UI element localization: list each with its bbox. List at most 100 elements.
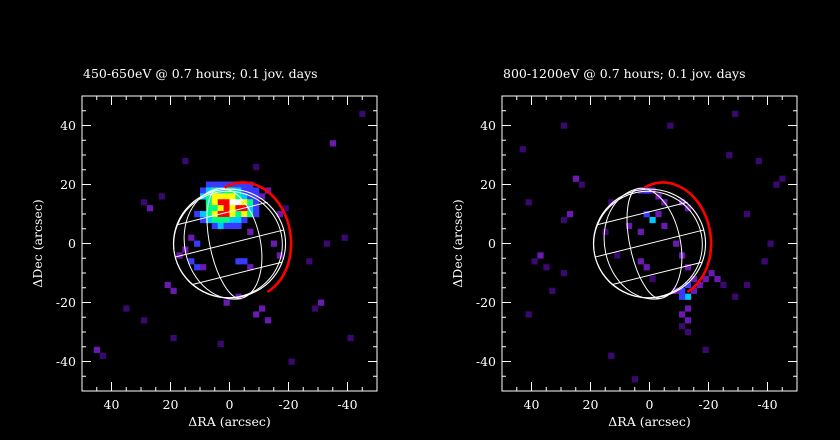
heatmap-cell <box>649 216 656 224</box>
heatmap-cell <box>247 264 254 271</box>
heatmap-cell <box>223 216 230 224</box>
heatmap-cell <box>182 157 189 165</box>
planet-limb <box>173 190 283 299</box>
y-axis-label: ΔDec (arcsec) <box>30 199 45 287</box>
heatmap-cell <box>253 199 260 206</box>
heatmap-cell <box>614 252 621 259</box>
y-tick-label: 20 <box>60 177 76 192</box>
heatmap-cell <box>282 205 289 212</box>
heatmap-cell <box>726 152 733 159</box>
x-tick-label: 20 <box>163 397 179 412</box>
heatmap-cell <box>217 205 224 212</box>
heatmap-cell <box>211 222 218 230</box>
heatmap-cell <box>602 228 609 235</box>
heatmap-cell <box>247 205 254 212</box>
heatmap-cell <box>141 199 148 206</box>
heatmap-cell <box>572 175 579 182</box>
heatmap-cell <box>176 252 183 259</box>
heatmap-cell <box>223 199 230 206</box>
meridian-line <box>183 188 242 300</box>
heatmap-cell <box>743 281 751 289</box>
heatmap-cell <box>194 211 201 218</box>
heatmap-cell <box>211 211 218 218</box>
heatmap-cell <box>205 187 213 194</box>
heatmap-cell <box>679 293 686 300</box>
meridian-line <box>206 188 242 299</box>
heatmap-cell <box>549 287 556 294</box>
x-axis-label: ΔRA (arcsec) <box>608 414 690 429</box>
y-tick-label: 40 <box>480 118 496 133</box>
heatmap-cell <box>525 199 532 206</box>
heatmap-cell <box>164 281 171 289</box>
heatmap-cell <box>235 216 242 224</box>
x-tick-label: -40 <box>337 397 357 412</box>
y-tick-label: 0 <box>68 236 76 251</box>
heatmap-cell <box>684 317 692 324</box>
heatmap-cell <box>229 187 236 194</box>
meridian-line <box>603 188 662 300</box>
heatmap-cell <box>217 340 224 348</box>
heatmap-cell <box>661 222 668 230</box>
heatmap-cell <box>637 228 644 235</box>
heatmap-cell <box>241 193 248 200</box>
heatmap-cell <box>312 305 319 312</box>
panel-title: 800-1200eV @ 0.7 hours; 0.1 jov. days <box>503 66 746 81</box>
heatmap-cell <box>649 275 656 283</box>
heatmap-cell <box>229 216 236 224</box>
x-axis-label: ΔRA (arcsec) <box>188 414 270 429</box>
heatmap-cell <box>205 216 213 224</box>
heatmap-cell <box>679 311 686 318</box>
heatmap-cell <box>655 211 662 218</box>
y-tick-label: 20 <box>480 177 496 192</box>
heatmap-cell <box>643 187 650 194</box>
heatmap-cell <box>229 211 236 218</box>
heatmap-cell <box>253 193 260 200</box>
heatmap-cell <box>223 211 230 218</box>
heatmap-cell <box>608 199 615 206</box>
heatmap-cell <box>732 110 739 117</box>
heatmap-cell <box>684 305 692 312</box>
heatmap-cell <box>123 305 130 312</box>
heatmap-cell <box>200 216 207 224</box>
latitude-line <box>191 261 283 286</box>
heatmap-cell <box>205 211 213 218</box>
heatmap-cell <box>217 181 224 188</box>
heatmap-cell <box>637 258 644 265</box>
heatmap-cell <box>253 163 260 171</box>
heatmap-cell <box>205 193 213 200</box>
heatmap-cell <box>211 205 218 212</box>
y-tick-label: -20 <box>476 295 496 310</box>
tick-marks: 40 20 0 -20 -40 -40 -20 0 20 40 <box>56 95 378 412</box>
heatmap-cell <box>714 275 721 283</box>
heatmap-cell <box>217 216 224 224</box>
y-axis-label: ΔDec (arcsec) <box>450 199 465 287</box>
heatmap-cell <box>223 205 230 212</box>
heatmap-cell <box>188 258 195 265</box>
x-tick-label: -20 <box>698 397 718 412</box>
x-tick-label: 40 <box>104 397 120 412</box>
heatmap-cell <box>235 211 242 218</box>
heatmap-cell <box>247 181 254 188</box>
latitude-line <box>596 201 688 226</box>
heatmap-layer <box>519 110 786 383</box>
heatmap-cell <box>241 258 248 265</box>
terminator-arc <box>223 181 293 294</box>
heatmap-cell <box>241 181 248 188</box>
heatmap-cell <box>223 187 230 194</box>
heatmap-cell <box>673 240 680 247</box>
heatmap-cell <box>359 110 366 117</box>
heatmap-cell <box>205 205 213 212</box>
x-tick-label: 0 <box>646 397 654 412</box>
panel-title: 450-650eV @ 0.7 hours; 0.1 jov. days <box>83 66 318 81</box>
heatmap-cell <box>200 187 207 194</box>
heatmap-cell <box>93 346 100 353</box>
heatmap-cell <box>241 216 248 224</box>
heatmap-cell <box>188 234 195 241</box>
heatmap-cell <box>323 240 331 247</box>
heatmap-cell <box>194 240 201 247</box>
heatmap-cell <box>158 193 165 200</box>
heatmap-cell <box>566 211 574 218</box>
heatmap-cell <box>247 193 254 200</box>
heatmap-cell <box>264 317 272 324</box>
